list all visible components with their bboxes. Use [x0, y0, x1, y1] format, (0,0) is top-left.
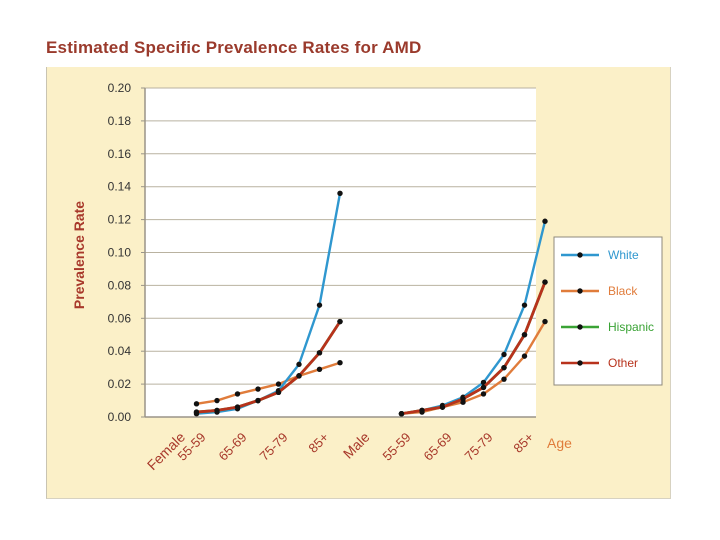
legend-box [553, 236, 663, 386]
data-point-male-black [521, 353, 528, 359]
data-point-female-black [316, 366, 323, 372]
y-axis-title: Prevalence Rate [71, 201, 87, 309]
data-point-female-black [193, 401, 200, 407]
legend-label: Black [608, 284, 638, 298]
y-tick-label: 0.18 [108, 114, 132, 128]
data-point-male-black [542, 318, 548, 325]
chart-panel: 0.20 0.18 0.16 0.14 0.12 0.10 0.08 0.06 0.04 0.02… [46, 67, 671, 499]
data-point-female-white [337, 190, 343, 196]
x-tick-label: 65-69 [421, 430, 455, 464]
data-point-female-other [316, 350, 323, 356]
data-point-male-other [439, 404, 446, 410]
data-point-male-other [542, 279, 548, 285]
data-point-female-black [214, 397, 220, 404]
x-tick-label: 75-79 [462, 430, 496, 464]
data-point-male-black [480, 391, 487, 397]
x-tick-label: 65-69 [216, 430, 250, 464]
legend-marker [577, 360, 583, 366]
x-tick-label: 55-59 [380, 430, 414, 464]
legend-marker [577, 288, 583, 294]
x-tick-label: Male [340, 429, 373, 462]
data-point-female-other [296, 373, 302, 379]
data-point-male-white [501, 351, 507, 358]
data-point-male-other [460, 396, 466, 402]
y-tick-label: 0.20 [108, 81, 132, 95]
data-point-female-black [255, 386, 261, 392]
chart-title: Estimated Specific Prevalence Rates for … [46, 38, 422, 57]
data-point-female-other [234, 404, 241, 410]
y-tick-label: 0.06 [108, 311, 132, 325]
x-tick-label: 85+ [510, 430, 536, 456]
prevalence-chart: 0.20 0.18 0.16 0.14 0.12 0.10 0.08 0.06 0.04 0.02… [71, 81, 663, 473]
data-point-male-black [501, 376, 507, 382]
data-point-male-other [480, 384, 487, 391]
y-tick-label: 0.14 [108, 180, 132, 194]
data-point-female-white [296, 361, 302, 368]
y-tick-label: 0.10 [108, 246, 132, 260]
data-point-female-black [275, 381, 282, 387]
legend-label: Other [608, 356, 638, 370]
data-point-male-white [542, 218, 548, 224]
x-tick-label: 85+ [305, 430, 331, 456]
data-point-male-white [521, 302, 528, 308]
data-point-female-other [255, 397, 261, 404]
series-line-female-black [196, 361, 341, 406]
data-point-male-other [398, 411, 405, 417]
y-tick-label: 0.04 [108, 344, 132, 358]
legend-marker [577, 324, 583, 330]
y-tick-label: 0.08 [108, 278, 132, 292]
y-tick-label: 0.00 [108, 410, 132, 424]
y-tick-label: 0.02 [108, 377, 132, 391]
data-point-female-black [234, 391, 241, 397]
series-line-male-other [401, 281, 547, 416]
data-point-female-other [337, 318, 343, 325]
data-point-female-other [275, 389, 282, 396]
x-axis-title: Age [547, 435, 572, 451]
data-point-male-other [501, 364, 507, 371]
data-point-male-other [521, 332, 528, 338]
data-point-male-other [419, 407, 425, 414]
legend-label: White [608, 248, 639, 262]
y-tick-label: 0.16 [108, 147, 132, 161]
data-point-female-other [193, 409, 200, 415]
legend-label: Hispanic [608, 320, 654, 334]
data-point-female-black [337, 360, 343, 366]
series-line-female-other [196, 320, 342, 414]
y-tick-label: 0.12 [108, 213, 132, 227]
data-point-male-white [480, 379, 487, 386]
data-point-female-white [316, 302, 323, 308]
legend-marker [577, 252, 583, 258]
x-tick-label: 75-79 [257, 430, 291, 464]
data-point-female-other [214, 407, 220, 414]
